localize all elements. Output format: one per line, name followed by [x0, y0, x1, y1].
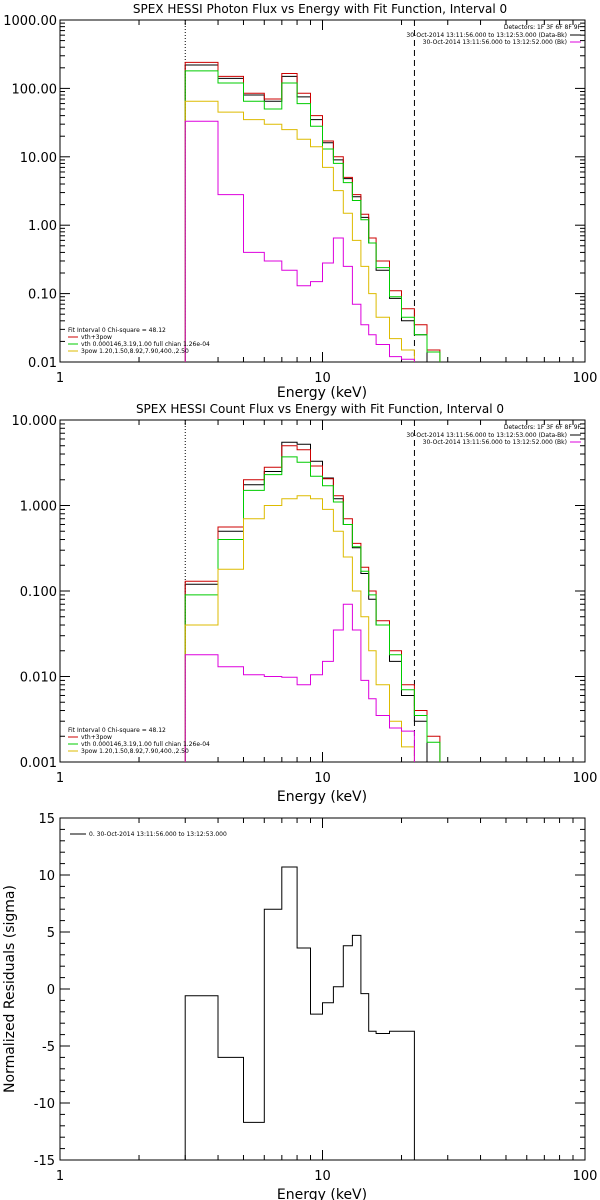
- y-tick-label: -15: [34, 1154, 55, 1169]
- x-tick-label: 1: [56, 1169, 64, 1184]
- plot-frame: [59, 19, 586, 363]
- series-2-step-line: [184, 456, 441, 762]
- series-0-step-line: [184, 64, 428, 362]
- series-0-step-line: [184, 441, 428, 762]
- y-tick-label: 10.000: [12, 414, 58, 429]
- y-tick-label: 10: [38, 869, 55, 884]
- plot-area: 1 10 100 0.01 0.10 1.00 10.00 100.00 1000.00 Dete…: [3, 14, 597, 386]
- legend-entry-label: vth+3pow: [81, 334, 112, 341]
- x-tick-label: 10: [314, 371, 331, 386]
- y-tick-label: 1.000: [20, 500, 57, 515]
- y-tick-label: 15: [38, 812, 55, 827]
- panel-residuals: 1 10 100 -15 -10 -5 0 5 10 15 0. 30-Oct-2014 13:11…: [2, 812, 597, 1200]
- legend-entry-label: 0. 30-Oct-2014 13:11:56.000 to 13:12:53.…: [89, 831, 227, 838]
- legend-header: Detectors: 1F 3F 6F 8F 9F: [504, 24, 582, 31]
- legend-entry-label: 3pow 1.20,1.50,8.92,7.90,400.,2.50: [81, 748, 189, 755]
- y-tick-label: -5: [42, 1040, 55, 1055]
- x-axis-label: Energy (keV): [277, 1187, 367, 1200]
- series-3-step-line: [184, 100, 415, 362]
- x-tick-label: 1: [56, 371, 64, 386]
- y-tick-label: 0.10: [28, 288, 57, 303]
- x-tick-label: 100: [573, 1169, 598, 1184]
- y-tick-label: 0.010: [20, 671, 57, 686]
- y-tick-label: 5: [47, 926, 55, 941]
- y-tick-label: 1.00: [28, 219, 57, 234]
- plot-area: 1 10 100 0.001 0.010 0.100 1.000 10.000 Detector…: [12, 414, 598, 786]
- series-1-step-line: [184, 445, 441, 762]
- plot-area: 1 10 100 -15 -10 -5 0 5 10 15 0. 30-Oct-2014 13:11…: [34, 812, 598, 1184]
- legend-entry-label: 30-Oct-2014 13:11:56.000 to 13:12:52.000…: [423, 439, 567, 446]
- y-tick-label: 0.01: [28, 356, 57, 371]
- x-tick-label: 100: [573, 371, 598, 386]
- legend-header: Detectors: 1F 3F 6F 8F 9F: [504, 424, 582, 431]
- panel-count-flux: SPEX HESSI Count Flux vs Energy with Fit…: [12, 402, 598, 805]
- plot-title: SPEX HESSI Count Flux vs Energy with Fit…: [136, 402, 504, 416]
- x-axis-label: Energy (keV): [277, 385, 367, 401]
- y-tick-label: 0: [47, 983, 55, 998]
- y-tick-label: -10: [34, 1097, 55, 1112]
- legend-entry-label: 30-Oct-2014 13:11:56.000 to 13:12:53.000…: [406, 32, 567, 39]
- series-0-step-line: [184, 866, 415, 1160]
- plot-title: SPEX HESSI Photon Flux vs Energy with Fi…: [133, 2, 507, 16]
- plot-frame: [59, 817, 586, 1161]
- legend-entry-label: 30-Oct-2014 13:11:56.000 to 13:12:52.000…: [423, 39, 567, 46]
- x-tick-label: 10: [314, 771, 331, 786]
- legend-entry-label: vth+3pow: [81, 734, 112, 741]
- series-4-step-line: [184, 120, 415, 362]
- legend-header: Fit Interval 0 Chi-square = 48.12: [68, 327, 166, 334]
- legend-entry-label: vth 0.000146,3.19,1.00 full chian 1.26e-…: [81, 741, 210, 748]
- legend-entry-label: 3pow 1.20,1.50,8.92,7.90,400.,2.50: [81, 348, 189, 355]
- x-axis-label: Energy (keV): [277, 789, 367, 805]
- series-2-step-line: [184, 70, 441, 362]
- y-tick-label: 10.00: [20, 151, 57, 166]
- y-tick-label: 0.100: [20, 585, 57, 600]
- y-tick-label: 0.001: [20, 756, 57, 771]
- y-axis-label: Normalized Residuals (sigma): [2, 885, 18, 1093]
- x-tick-label: 1: [56, 771, 64, 786]
- x-tick-label: 10: [314, 1169, 331, 1184]
- y-tick-label: 1000.00: [3, 14, 57, 29]
- series-4-step-line: [184, 603, 415, 762]
- x-tick-label: 100: [573, 771, 598, 786]
- legend-header: Fit Interval 0 Chi-square = 48.12: [68, 727, 166, 734]
- y-tick-label: 100.00: [12, 82, 58, 97]
- series-3-step-line: [184, 495, 415, 762]
- legend-entry-label: vth 0.000146,3.19,1.00 full chian 1.26e-…: [81, 341, 210, 348]
- legend-entry-label: 30-Oct-2014 13:11:56.000 to 13:12:53.000…: [406, 432, 567, 439]
- panel-photon-flux: SPEX HESSI Photon Flux vs Energy with Fi…: [3, 2, 597, 401]
